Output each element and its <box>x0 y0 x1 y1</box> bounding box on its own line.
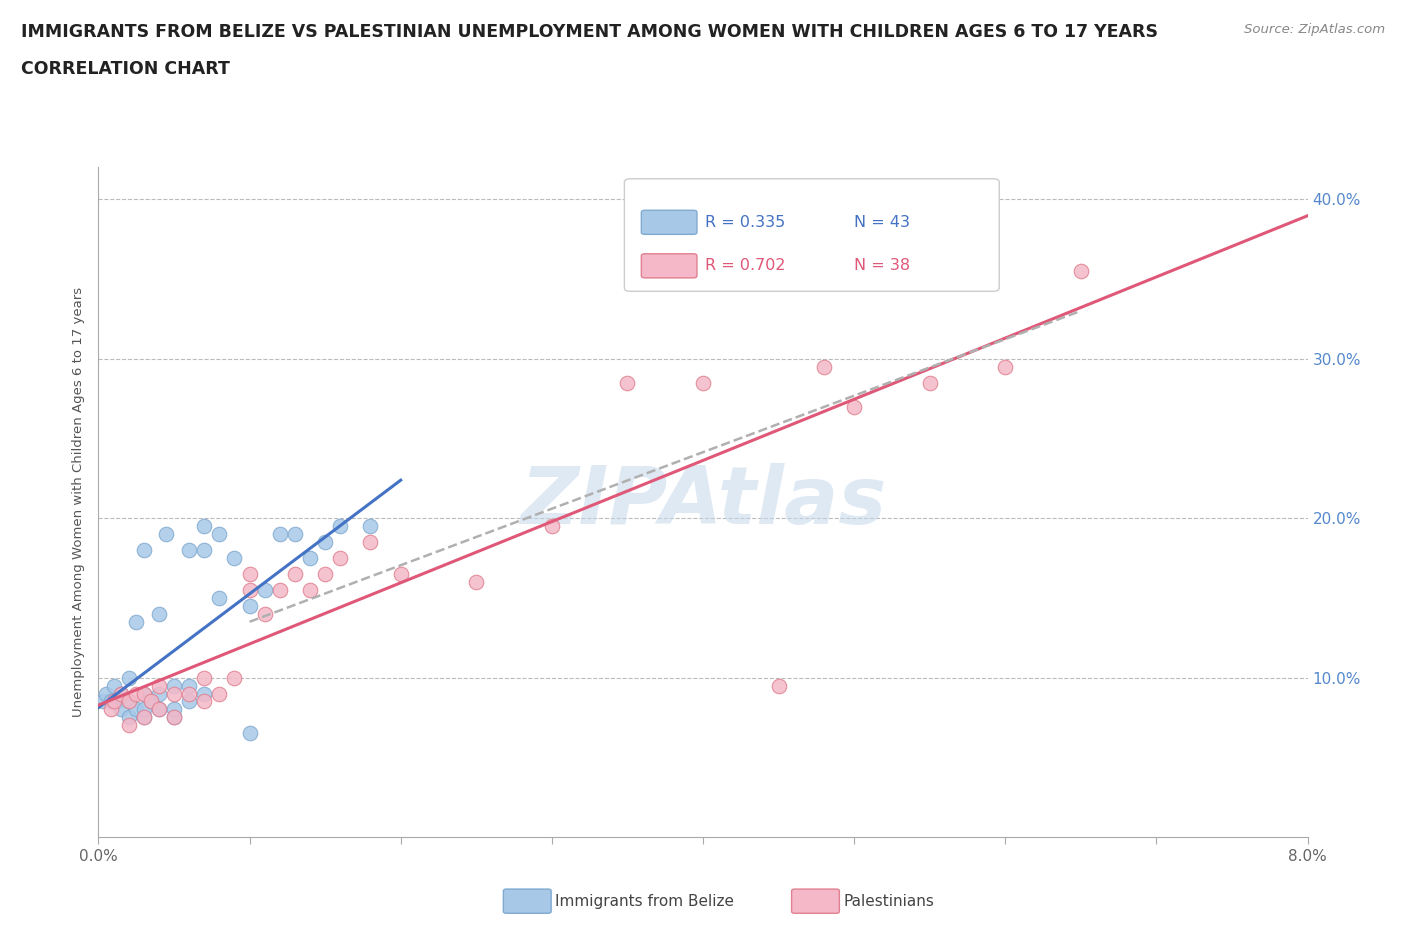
Point <box>193 686 215 701</box>
Point <box>132 686 155 701</box>
Text: R = 0.335: R = 0.335 <box>706 215 786 230</box>
Point <box>253 606 276 621</box>
Text: R = 0.702: R = 0.702 <box>706 259 786 273</box>
Point <box>193 519 215 534</box>
Point <box>132 702 155 717</box>
Point <box>148 678 170 693</box>
Text: ZIPAtlas: ZIPAtlas <box>520 463 886 541</box>
Point <box>224 671 246 685</box>
Point <box>616 375 638 390</box>
Point <box>269 582 291 597</box>
Point <box>100 694 122 709</box>
Point <box>118 694 141 709</box>
Point <box>239 598 262 613</box>
Point <box>224 551 246 565</box>
Point <box>148 686 170 701</box>
Point <box>125 702 148 717</box>
Point <box>329 551 352 565</box>
Point <box>239 726 262 741</box>
Point <box>141 694 163 709</box>
Point <box>465 575 488 590</box>
Y-axis label: Unemployment Among Women with Children Ages 6 to 17 years: Unemployment Among Women with Children A… <box>72 287 86 717</box>
Point <box>132 542 155 557</box>
Point <box>284 566 307 581</box>
Point <box>844 399 866 414</box>
Text: Immigrants from Belize: Immigrants from Belize <box>555 894 734 909</box>
Point <box>125 615 148 630</box>
Point <box>360 519 382 534</box>
Text: Source: ZipAtlas.com: Source: ZipAtlas.com <box>1244 23 1385 36</box>
Point <box>179 542 201 557</box>
Point <box>269 526 291 541</box>
Text: IMMIGRANTS FROM BELIZE VS PALESTINIAN UNEMPLOYMENT AMONG WOMEN WITH CHILDREN AGE: IMMIGRANTS FROM BELIZE VS PALESTINIAN UN… <box>21 23 1159 41</box>
Point <box>314 535 336 550</box>
FancyBboxPatch shape <box>641 254 697 278</box>
Point <box>118 694 141 709</box>
Point <box>813 359 835 374</box>
Point <box>163 710 186 724</box>
Text: N = 38: N = 38 <box>855 259 910 273</box>
Point <box>148 702 170 717</box>
Text: CORRELATION CHART: CORRELATION CHART <box>21 60 231 78</box>
Point <box>163 702 186 717</box>
Point <box>193 671 215 685</box>
Point <box>163 686 186 701</box>
Point <box>299 551 322 565</box>
Point <box>125 686 148 701</box>
Point <box>103 694 125 709</box>
Point <box>132 710 155 724</box>
Point <box>208 686 231 701</box>
Point <box>540 519 562 534</box>
Point <box>155 526 177 541</box>
FancyBboxPatch shape <box>624 179 1000 291</box>
Point <box>1070 263 1092 278</box>
Point <box>208 526 231 541</box>
Point <box>208 591 231 605</box>
Point <box>360 535 382 550</box>
Point <box>141 694 163 709</box>
Point <box>918 375 941 390</box>
Point <box>179 694 201 709</box>
Point <box>148 702 170 717</box>
Point <box>193 694 215 709</box>
Point <box>692 375 714 390</box>
Point <box>118 671 141 685</box>
Point <box>193 542 215 557</box>
Point <box>105 694 128 709</box>
Point <box>103 678 125 693</box>
Point <box>239 566 262 581</box>
Point <box>314 566 336 581</box>
Point <box>329 519 352 534</box>
Point <box>110 686 132 701</box>
Point <box>94 686 117 701</box>
Point <box>994 359 1017 374</box>
Text: Palestinians: Palestinians <box>844 894 935 909</box>
Point <box>179 686 201 701</box>
Point <box>91 694 114 709</box>
Point <box>148 606 170 621</box>
Point <box>768 678 790 693</box>
Text: N = 43: N = 43 <box>855 215 910 230</box>
Point <box>299 582 322 597</box>
Point <box>163 710 186 724</box>
Point <box>239 582 262 597</box>
Point <box>253 582 276 597</box>
Point <box>110 702 132 717</box>
Point <box>163 678 186 693</box>
FancyBboxPatch shape <box>641 210 697 234</box>
Point <box>110 686 132 701</box>
Point <box>132 710 155 724</box>
Point <box>100 702 122 717</box>
Point <box>389 566 412 581</box>
Point <box>103 694 125 709</box>
Point <box>118 718 141 733</box>
Point <box>132 686 155 701</box>
Point <box>118 710 141 724</box>
Point <box>179 678 201 693</box>
Point <box>284 526 307 541</box>
